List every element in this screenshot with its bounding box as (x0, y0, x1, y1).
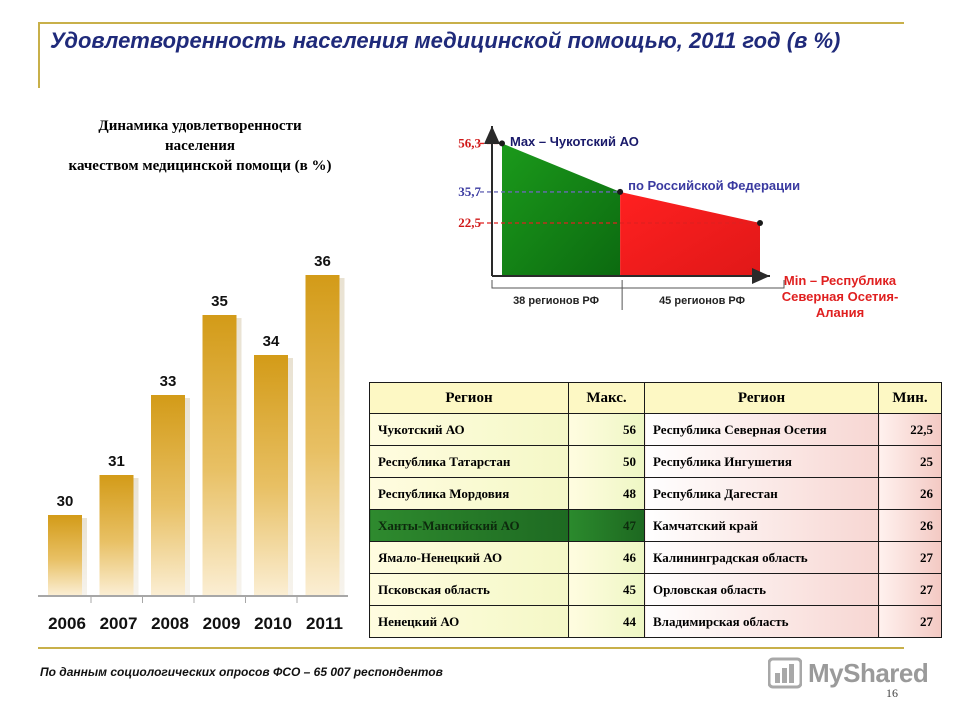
table-header-min-value: Мин. (878, 382, 942, 414)
page-number: 16 (886, 686, 898, 700)
min-region-cell: Владимирская область (644, 605, 879, 638)
max-region-cell: Ненецкий АО (369, 605, 569, 638)
x-tick-label: 2011 (306, 614, 343, 633)
min-value-cell: 25 (878, 445, 942, 478)
bar (254, 355, 288, 595)
data-point (617, 188, 624, 195)
min-region-cell: Республика Дагестан (644, 477, 879, 510)
table-row: Ненецкий АО 44 Владимирская область 27 (369, 605, 942, 638)
table-row: Республика Татарстан 50 Республика Ингушет… (369, 445, 942, 478)
regions-table: Регион Макс. Регион Мин. Чукотский АО 56 Р… (369, 382, 942, 638)
x-tick-label: 2008 (151, 614, 189, 633)
group-label: 38 регионов РФ (513, 295, 599, 307)
min-region-cell: Камчатский край (644, 509, 879, 542)
y-tick-label: 22,5 (458, 215, 481, 230)
bar-shadow (288, 358, 293, 595)
y-tick-label: 35,7 (458, 184, 481, 199)
bar-shadow (236, 318, 242, 595)
min-value-cell: 26 (878, 477, 942, 510)
max-region-cell: Чукотский АО (369, 413, 569, 446)
max-region-cell: Республика Мордовия (369, 477, 569, 510)
x-tick-label: 2009 (203, 614, 241, 633)
bar-chart-title-line: качеством медицинской помощи (в %) (68, 158, 332, 174)
table-row: Чукотский АО 56 Республика Северная Осетия… (369, 413, 942, 446)
max-value-cell: 44 (568, 605, 645, 638)
table-row: Ханты-Мансийский АО 47 Камчатский край 26 (369, 509, 942, 542)
page-title: Удовлетворенность населения медицинской … (50, 28, 841, 53)
bar-value-label: 34 (263, 333, 280, 350)
group-bracket (491, 280, 785, 289)
bar (202, 315, 237, 595)
bar-shadow (185, 398, 190, 595)
max-value-cell: 45 (568, 573, 645, 606)
min-annotation-line: Алания (816, 305, 864, 320)
bar-value-label: 31 (108, 453, 125, 470)
table-header-max-value: Макс. (568, 382, 645, 414)
min-region-cell: Орловская область (644, 573, 879, 606)
max-value-cell: 56 (568, 413, 645, 446)
area-below-average (620, 191, 760, 276)
x-tick-label: 2007 (100, 614, 138, 633)
max-annotation: Max – Чукотский АО (510, 134, 639, 149)
bar-shadow (339, 278, 345, 595)
min-region-cell: Республика Северная Осетия (644, 413, 879, 446)
table-header-min-region: Регион (644, 382, 879, 414)
bar-shadow (133, 478, 139, 595)
bar-chart: 30 2006 31 2007 33 2008 35 2009 34 2010 36 2011 (38, 253, 348, 633)
max-region-cell: Ханты-Мансийский АО (369, 509, 569, 542)
data-point (757, 220, 763, 227)
table-row: Ямало-Ненецкий АО 46 Калининградская облас… (369, 541, 942, 574)
average-annotation: по Российской Федерации (628, 178, 800, 193)
max-region-cell: Республика Татарстан (369, 445, 569, 478)
area-chart: 56,3 35,7 22,5 Max – Чукотский АО по Российс… (458, 126, 899, 320)
max-region-cell: Псковская область (369, 573, 569, 606)
min-region-cell: Республика Ингушетия (644, 445, 879, 478)
watermark-text: MyShared (808, 657, 929, 688)
max-value-cell: 50 (568, 445, 645, 478)
bar-chart-title: Динамика удовлетворенности населения кач… (30, 116, 370, 176)
footer-divider (38, 647, 904, 649)
bar-value-label: 35 (211, 293, 228, 310)
bar-value-label: 30 (57, 493, 74, 510)
table-row: Республика Мордовия 48 Республика Дагестан… (369, 477, 942, 510)
min-annotation-line: Min – Республика (784, 273, 897, 288)
bar-shadow (82, 518, 87, 595)
x-tick-label: 2010 (254, 614, 292, 633)
y-tick-label: 56,3 (458, 135, 481, 150)
bar-value-label: 33 (160, 373, 177, 390)
bar (48, 515, 82, 595)
source-note: По данным социологических опросов ФСО – … (40, 665, 443, 679)
area-above-average (502, 143, 621, 276)
watermark: MyShared (768, 656, 929, 690)
bar-chart-title-line: населения (164, 138, 236, 154)
min-value-cell: 27 (878, 541, 942, 574)
table-header-max-region: Регион (369, 382, 569, 414)
min-region-cell: Калининградская область (644, 541, 879, 574)
watermark-logo-icon (768, 657, 802, 689)
max-value-cell: 48 (568, 477, 645, 510)
max-region-cell: Ямало-Ненецкий АО (369, 541, 569, 574)
bar (151, 395, 185, 595)
bar-value-label: 36 (314, 253, 331, 270)
min-value-cell: 27 (878, 605, 942, 638)
header-divider-vertical (38, 22, 40, 88)
bar (99, 475, 134, 595)
group-label: 45 регионов РФ (659, 295, 745, 307)
max-value-cell: 47 (568, 509, 645, 542)
bar-chart-title-line: Динамика удовлетворенности (98, 118, 302, 134)
header-divider-horizontal (38, 22, 904, 24)
min-annotation-line: Северная Осетия- (782, 289, 899, 304)
min-value-cell: 22,5 (878, 413, 942, 446)
min-value-cell: 27 (878, 573, 942, 606)
bar (305, 275, 340, 595)
table-row: Псковская область 45 Орловская область 27 (369, 573, 942, 606)
min-value-cell: 26 (878, 509, 942, 542)
max-value-cell: 46 (568, 541, 645, 574)
data-point (499, 140, 505, 147)
table-header-row: Регион Макс. Регион Мин. (369, 382, 942, 414)
x-tick-label: 2006 (48, 614, 86, 633)
